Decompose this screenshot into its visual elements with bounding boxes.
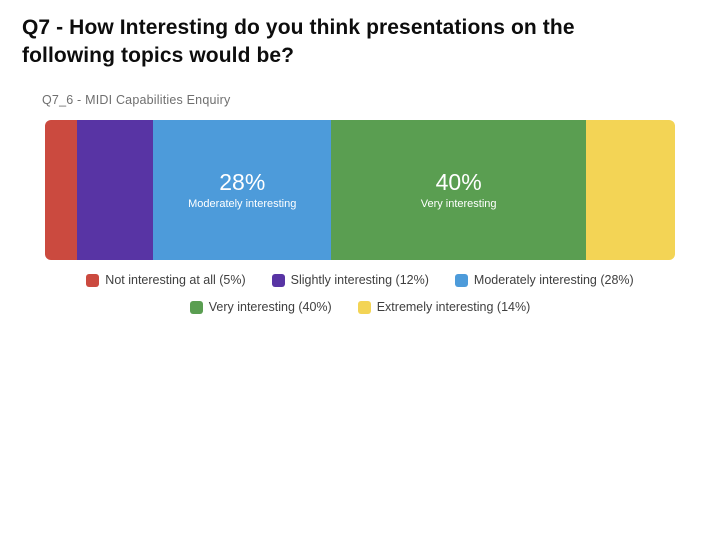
legend-swatch xyxy=(189,300,203,314)
legend-item-0: Not interesting at all (5%) xyxy=(86,273,246,287)
bar-segment-2: 28% Moderately interesting xyxy=(153,120,332,260)
legend-swatch xyxy=(86,273,100,287)
legend-item-4: Extremely interesting (14%) xyxy=(357,300,531,314)
segment-label: 40% Very interesting xyxy=(420,169,497,210)
segment-percent: 28% xyxy=(219,169,266,196)
legend-label: Moderately interesting (28%) xyxy=(473,273,634,287)
slide-title: Q7 - How Interesting do you think presen… xyxy=(22,16,575,68)
chart-legend: Not interesting at all (5%) Slightly inte… xyxy=(30,273,690,314)
legend-item-3: Very interesting (40%) xyxy=(189,300,332,314)
legend-swatch xyxy=(357,300,371,314)
segment-percent: 40% xyxy=(435,169,482,196)
legend-swatch xyxy=(271,273,285,287)
bar-segment-1 xyxy=(76,120,154,260)
bar-segment-3: 40% Very interesting xyxy=(331,120,586,260)
legend-swatch xyxy=(454,273,468,287)
legend-item-1: Slightly interesting (12%) xyxy=(271,273,429,287)
bar-segment-0 xyxy=(45,120,77,260)
legend-item-2: Moderately interesting (28%) xyxy=(454,273,634,287)
segment-label: 28% Moderately interesting xyxy=(188,169,297,210)
legend-label: Slightly interesting (12%) xyxy=(290,273,429,287)
stacked-bar: 28% Moderately interesting 40% Very interes… xyxy=(45,120,675,260)
chart-title: Q7_6 - MIDI Capabilities Enquiry xyxy=(42,93,231,107)
segment-category: Very interesting xyxy=(420,197,497,210)
legend-label: Extremely interesting (14%) xyxy=(376,300,531,314)
segment-category: Moderately interesting xyxy=(188,197,297,210)
legend-label: Not interesting at all (5%) xyxy=(105,273,246,287)
legend-label: Very interesting (40%) xyxy=(208,300,332,314)
bar-segment-4 xyxy=(585,120,675,260)
